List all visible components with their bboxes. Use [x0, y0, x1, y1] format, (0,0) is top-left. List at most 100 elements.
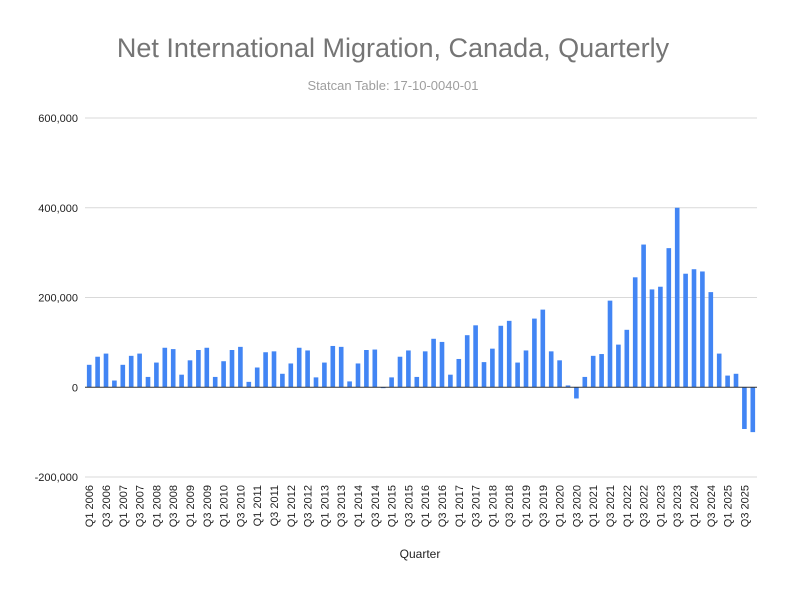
bar: Q2 2019: 153,000 [532, 318, 537, 388]
bar: Q3 2019: 173,000 [540, 309, 546, 388]
bar: Q3 2017: 138,000 [473, 325, 478, 388]
x-tick-label: Q3 2009 [202, 485, 214, 527]
bar: Q1 2022: 128,000 [624, 329, 630, 388]
x-tick-label: Q3 2025 [739, 485, 751, 527]
bar: Q3 2025: -93,000 [742, 387, 747, 429]
x-tick-label: Q3 2024 [706, 485, 718, 527]
bar: Q2 2014: 83,000 [364, 350, 369, 388]
x-tick-label: Q1 2006 [84, 485, 96, 527]
x-axis-label: Quarter [400, 547, 441, 561]
bar: Q3 2024: 212,000 [708, 292, 714, 388]
bar: Q4 2011: 30,000 [280, 373, 285, 388]
bar: Q2 2013: 92,000 [330, 345, 336, 388]
bar: Q1 2008: 55,000 [154, 362, 159, 388]
bar: Q2 2006: 68,000 [95, 356, 100, 388]
x-tick-label: Q3 2022 [639, 485, 651, 527]
bar: Q4 2025: -100,000 [750, 387, 756, 433]
bar: Q2 2025: 30,000 [733, 373, 739, 388]
x-tick-label: Q1 2012 [286, 485, 298, 527]
bar: Q2 2020: 4,000 [565, 385, 571, 388]
bar: Q1 2017: 63,000 [456, 358, 462, 388]
x-tick-label: Q1 2007 [118, 485, 130, 527]
bar: Q1 2021: 70,000 [590, 355, 596, 388]
bar: Q3 2011: 80,000 [271, 351, 277, 388]
x-tick-label: Q1 2022 [622, 485, 634, 527]
x-tick-label: Q1 2014 [353, 485, 365, 527]
x-tick-label: Q3 2010 [235, 485, 247, 527]
bar: Q3 2014: 84,000 [372, 349, 378, 388]
y-tick-label: 600,000 [38, 113, 78, 125]
bar: Q1 2014: 53,000 [355, 363, 361, 388]
bar: Q2 2016: 108,000 [431, 338, 436, 388]
bar: Q1 2011: 44,000 [254, 367, 260, 388]
x-tick-label: Q1 2013 [319, 485, 331, 527]
bar: Q1 2010: 58,000 [221, 361, 226, 388]
bar: Q2 2024: 258,000 [700, 271, 705, 388]
bar: Q2 2023: 310,000 [666, 248, 672, 388]
bar: Q3 2022: 318,000 [641, 244, 646, 388]
bar: Q4 2019: 80,000 [548, 351, 554, 388]
bar: Q4 2007: 23,000 [145, 376, 151, 388]
x-tick-label: Q3 2021 [605, 485, 617, 527]
bar: Q3 2012: 82,000 [305, 350, 310, 388]
x-tick-label: Q3 2008 [168, 485, 180, 527]
x-tick-label: Q3 2007 [135, 485, 147, 527]
x-tick-label: Q1 2020 [555, 485, 567, 527]
bar: Q4 2010: 12,000 [246, 381, 252, 388]
bar: Q1 2016: 80,000 [422, 351, 428, 388]
bar: Q4 2013: 13,000 [347, 381, 352, 388]
bar: Q4 2008: 28,000 [179, 374, 184, 388]
bar: Q4 2024: 75,000 [716, 353, 722, 388]
bar: Q2 2012: 88,000 [296, 347, 302, 388]
bar: Q2 2010: 83,000 [229, 350, 235, 388]
bar: Q4 2016: 28,000 [448, 374, 453, 388]
chart-subtitle: Statcan Table: 17-10-0040-01 [307, 78, 478, 93]
x-tick-label: Q3 2011 [269, 485, 281, 526]
y-tick-label: 200,000 [38, 293, 78, 305]
bar: Q1 2009: 60,000 [187, 360, 193, 388]
bar: Q2 2007: 70,000 [128, 355, 134, 388]
bar: Q1 2024: 263,000 [691, 269, 697, 388]
bar: Q3 2009: 88,000 [204, 347, 210, 388]
bar: Q3 2021: 193,000 [607, 300, 613, 388]
x-axis-ticks: Q1 2006 Q3 2006 Q1 2007 Q3 2007 Q1 2008 Q3 20… [84, 485, 751, 527]
bar: Q4 2021: 95,000 [616, 344, 621, 388]
x-tick-label: Q1 2017 [454, 485, 466, 527]
x-tick-label: Q1 2021 [588, 485, 600, 527]
bar: Q4 2022: 218,000 [649, 289, 655, 388]
y-tick-label: -200,000 [35, 472, 78, 484]
x-tick-label: Q3 2017 [471, 485, 483, 527]
x-tick-label: Q1 2016 [420, 485, 432, 527]
bar: Q2 2015: 68,000 [397, 356, 403, 388]
x-tick-label: Q1 2008 [151, 485, 163, 527]
y-axis-ticks: -200,000 0 200,000 400,000 600,000 [35, 113, 78, 484]
bar: Q2 2022: 245,000 [632, 277, 638, 388]
x-tick-label: Q3 2006 [101, 485, 113, 527]
bar: Q3 2006: 75,000 [103, 353, 109, 388]
x-tick-label: Q1 2023 [655, 485, 667, 527]
bar: Q4 2015: 23,000 [414, 376, 420, 388]
bar: Q3 2008: 85,000 [170, 349, 176, 388]
bar: Q2 2018: 137,000 [498, 325, 504, 388]
bar: Q2 2021: 74,000 [599, 354, 604, 388]
x-tick-label: Q1 2024 [689, 485, 701, 527]
bar: Q1 2023: 224,000 [658, 286, 663, 388]
chart-title: Net International Migration, Canada, Qua… [117, 33, 670, 63]
bar: Q1 2013: 55,000 [322, 362, 327, 388]
bar: Q2 2009: 83,000 [196, 350, 201, 388]
bar: Q3 2016: 101,000 [439, 341, 445, 388]
bar: Q4 2018: 55,000 [515, 362, 520, 388]
x-tick-label: Q3 2012 [303, 485, 315, 527]
bar: Q3 2010: 90,000 [238, 346, 243, 388]
bars: Q1 2006: 50,000Q2 2006: 68,000Q3 2006: 7… [86, 207, 756, 433]
bar: Q1 2007: 50,000 [120, 364, 126, 388]
bar: Q3 2018: 148,000 [506, 320, 512, 388]
x-tick-label: Q3 2020 [571, 485, 583, 527]
x-tick-label: Q1 2015 [387, 485, 399, 527]
bar: Q2 2008: 88,000 [162, 347, 168, 388]
x-tick-label: Q1 2018 [487, 485, 499, 527]
x-tick-label: Q3 2013 [336, 485, 348, 527]
bar: Q4 2006: 15,000 [112, 380, 117, 388]
x-tick-label: Q1 2025 [723, 485, 735, 527]
